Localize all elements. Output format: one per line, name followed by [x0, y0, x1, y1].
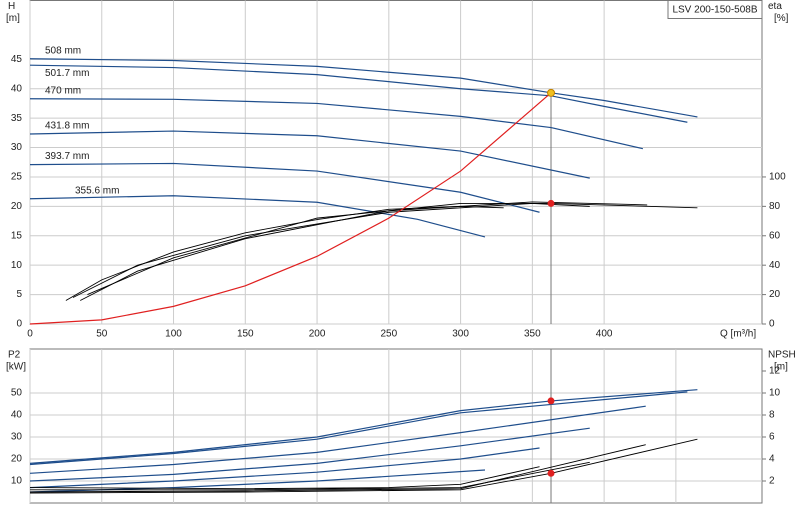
operating-point [547, 88, 556, 97]
y-tick-label: 0 [16, 319, 22, 330]
curve [29, 438, 698, 494]
y2-tick-label: 60 [769, 230, 781, 241]
curve-label: 470 mm [45, 85, 81, 96]
x-tick-label: 350 [524, 329, 541, 340]
y-axis-unit: [kW] [6, 362, 26, 373]
chart-title: LSV 200-150-508B [672, 5, 757, 16]
curve [29, 58, 698, 118]
y2-tick-label: 2 [769, 476, 775, 487]
y-tick-label: 10 [11, 476, 23, 487]
curve [29, 389, 698, 464]
curve [29, 195, 486, 238]
curve-label: 508 mm [45, 45, 81, 56]
y-axis-label: P2 [8, 350, 21, 361]
y2-tick-label: 80 [769, 201, 781, 212]
y2-tick-label: 4 [769, 454, 775, 465]
curve [29, 444, 646, 493]
plot-frame [29, 348, 763, 504]
x-tick-label: 250 [380, 329, 397, 340]
curve [29, 447, 540, 489]
y2-tick-label: 20 [769, 289, 781, 300]
curve [29, 98, 644, 150]
plot-frame [29, 0, 763, 325]
x-tick-label: 150 [237, 329, 254, 340]
y-axis-unit: [m] [6, 13, 20, 24]
y-tick-label: 35 [11, 113, 23, 124]
x-tick-label: 200 [309, 329, 326, 340]
operating-point [547, 469, 555, 477]
y2-tick-label: 100 [769, 172, 786, 183]
curve [65, 205, 504, 301]
curve [29, 64, 688, 123]
curve-label: 355.6 mm [75, 185, 119, 196]
x-tick-label: 50 [96, 329, 108, 340]
curve [29, 466, 540, 490]
y-tick-label: 30 [11, 432, 23, 443]
curve [30, 461, 590, 491]
y-tick-label: 40 [11, 83, 23, 94]
curve [29, 391, 688, 466]
x-tick-label: 100 [165, 329, 182, 340]
curve [29, 427, 590, 482]
y-tick-label: 5 [16, 289, 22, 300]
operating-point [547, 397, 555, 405]
y-tick-label: 15 [11, 230, 23, 241]
y2-axis-unit: [m] [774, 362, 788, 373]
curve [72, 202, 590, 298]
y-tick-label: 20 [11, 201, 23, 212]
operating-point [547, 199, 555, 207]
y-axis-label: H [8, 1, 15, 12]
curve-label: 393.7 mm [45, 151, 89, 162]
curve [29, 162, 540, 213]
curve-label: 501.7 mm [45, 68, 89, 79]
y2-axis-label: eta [768, 1, 782, 12]
x-tick-label: 400 [596, 329, 613, 340]
curve-label: 431.8 mm [45, 121, 89, 132]
y2-tick-label: 0 [769, 319, 775, 330]
y2-tick-label: 10 [769, 388, 781, 399]
y-tick-label: 20 [11, 454, 23, 465]
y-tick-label: 25 [11, 172, 23, 183]
curve [87, 202, 698, 296]
y2-tick-label: 12 [769, 366, 781, 377]
y2-axis-unit: [%] [774, 13, 789, 24]
y-tick-label: 50 [11, 388, 23, 399]
x-tick-label: 300 [452, 329, 469, 340]
y-tick-label: 45 [11, 54, 23, 65]
x-tick-label: 0 [27, 329, 33, 340]
y2-tick-label: 6 [769, 432, 775, 443]
y2-axis-label: NPSH [768, 350, 796, 361]
y-tick-label: 10 [11, 260, 23, 271]
y-tick-label: 40 [11, 410, 23, 421]
curve [29, 130, 590, 179]
y-tick-label: 30 [11, 142, 23, 153]
title-box [667, 0, 763, 19]
x-axis-label: Q [m³/h] [720, 329, 756, 340]
y2-tick-label: 40 [769, 260, 781, 271]
curve [29, 92, 552, 325]
y2-tick-label: 8 [769, 410, 775, 421]
curve [29, 405, 646, 474]
